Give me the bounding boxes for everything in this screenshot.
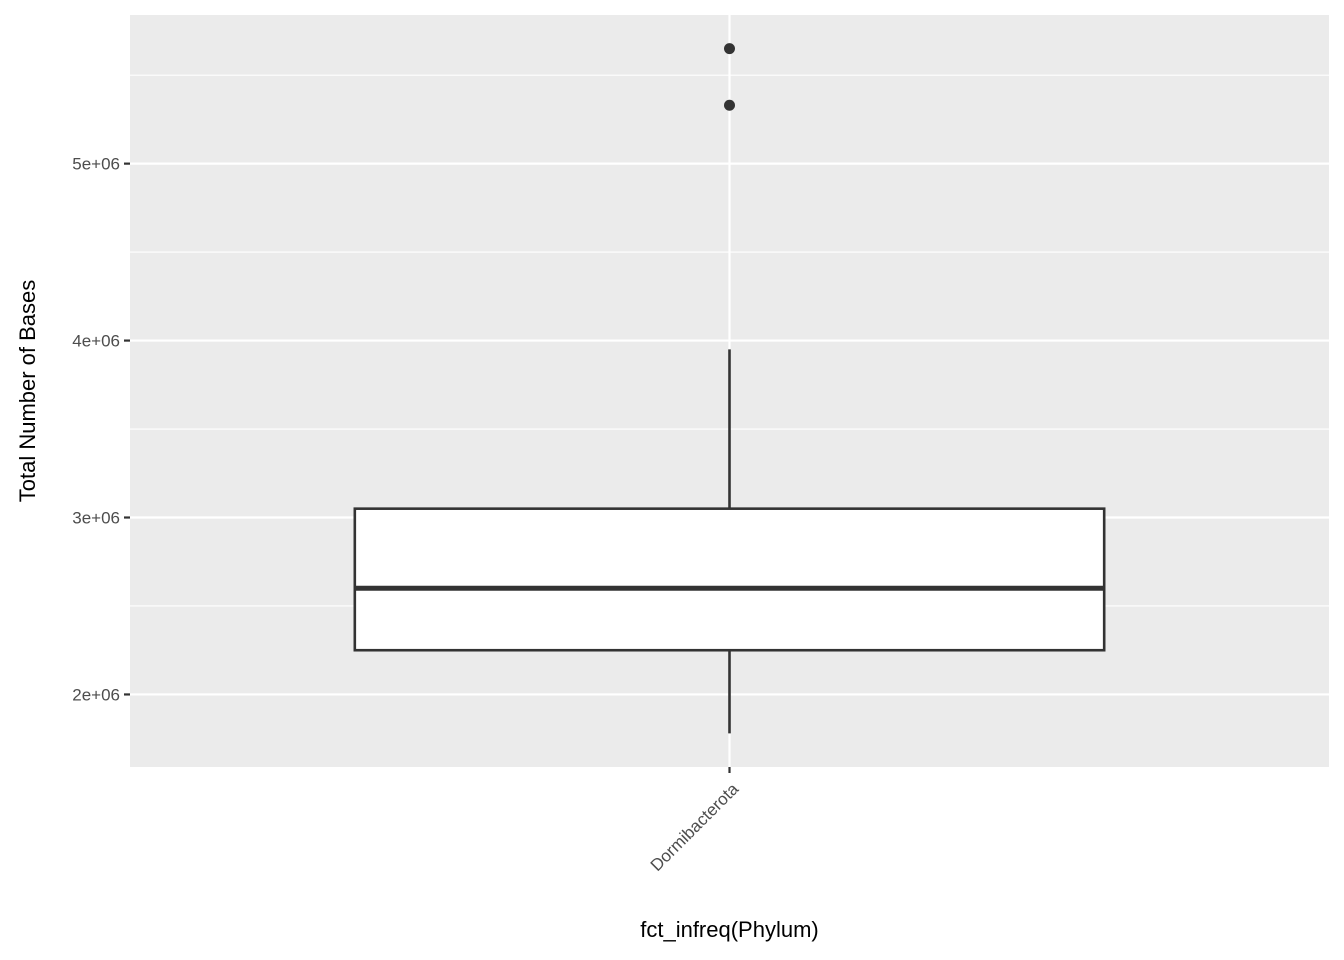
box-Dormibacterota: [353, 43, 1106, 734]
y-axis: 2e+06 3e+06 4e+06 5e+06: [72, 155, 130, 704]
y-tick-label-2: 4e+06: [72, 332, 120, 351]
y-tick-label-1: 3e+06: [72, 509, 120, 528]
y-tick-label-0: 2e+06: [72, 685, 120, 704]
x-tick-label-0: Dormibacterota: [647, 779, 743, 875]
outlier-point-1: [724, 43, 735, 55]
y-tick-label-3: 5e+06: [72, 155, 120, 174]
y-axis-title: Total Number of Bases: [15, 280, 40, 503]
x-axis-title: fct_infreq(Phylum): [640, 917, 819, 942]
box-rect: [353, 507, 1106, 652]
outlier-point-0: [724, 99, 735, 111]
boxes-layer: [353, 43, 1106, 734]
x-axis: Dormibacterota: [647, 767, 743, 875]
